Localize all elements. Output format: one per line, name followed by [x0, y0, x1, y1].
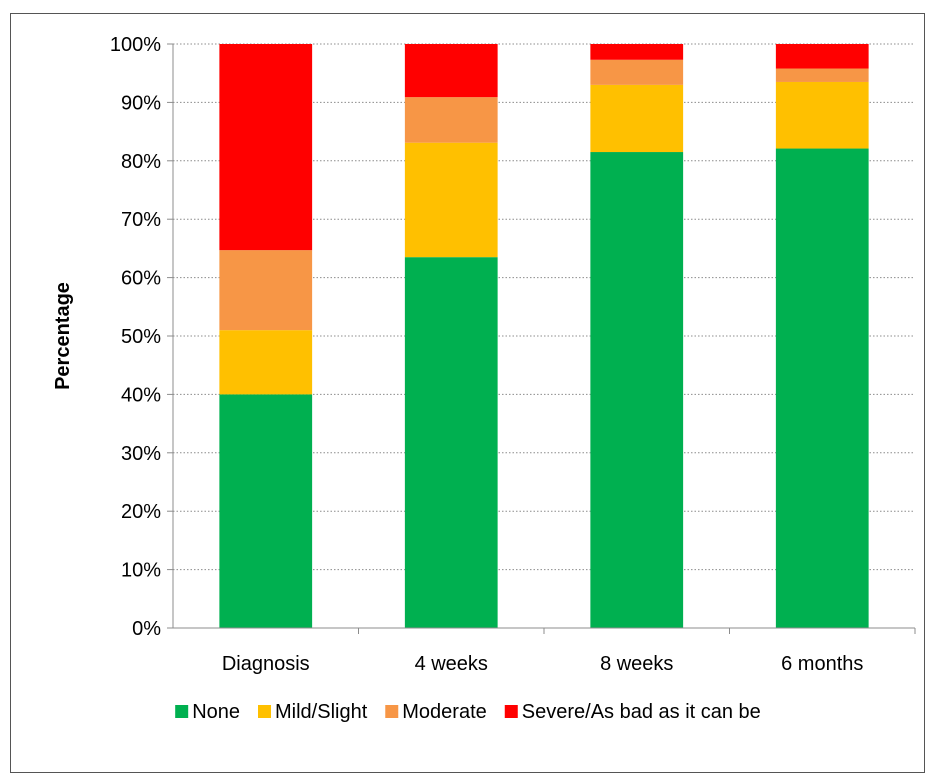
y-tick-label: 80% [121, 151, 161, 173]
y-tick-label: 30% [121, 443, 161, 465]
bar-diagnosis-moderate [219, 250, 313, 331]
bar-4-weeks-none [404, 257, 498, 628]
y-tick-label: 90% [121, 92, 161, 114]
axes: 0% 10% 20% 30% 40% 50% 60% 70% 80% 90% 100% Diagnos… [110, 34, 916, 675]
bar-8-weeks-moderate [590, 59, 684, 85]
bar-8-weeks-severe-as-bad-as-it-can-be [590, 44, 684, 60]
stacked-bar-chart: 0% 10% 20% 30% 40% 50% 60% 70% 80% 90% 100% Diagnos… [52, 34, 916, 723]
bar-4-weeks-moderate [404, 97, 498, 143]
bar-diagnosis-none [219, 394, 313, 628]
legend-item: Mild/Slight [258, 701, 368, 723]
legend-label: Mild/Slight [275, 701, 368, 723]
legend: None Mild/Slight Moderate Severe/As bad as … [175, 701, 761, 723]
bars [219, 44, 869, 629]
legend-label: Severe/As bad as it can be [522, 701, 761, 723]
y-tick-label: 20% [121, 501, 161, 523]
legend-item: Moderate [385, 701, 487, 723]
x-category-label: 6 months [781, 653, 863, 675]
bar-4-weeks-mild-slight [404, 142, 498, 258]
y-tick-label: 10% [121, 560, 161, 582]
legend-label: None [192, 701, 240, 723]
bar-6-months-mild-slight [775, 81, 869, 149]
y-axis-title: Percentage [52, 282, 74, 390]
bar-6-months-none [775, 148, 869, 628]
bar-4-weeks-severe-as-bad-as-it-can-be [404, 44, 498, 98]
x-category-label: 4 weeks [415, 653, 488, 675]
y-tick-label: 100% [110, 34, 161, 56]
x-category-label: Diagnosis [222, 653, 310, 675]
legend-swatch [385, 705, 399, 718]
y-tick-label: 0% [132, 618, 161, 640]
legend-swatch [504, 705, 518, 718]
y-tick-label: 40% [121, 384, 161, 406]
x-category-label: 8 weeks [600, 653, 673, 675]
legend-label: Moderate [402, 701, 487, 723]
y-tick-label: 60% [121, 268, 161, 290]
y-tick-label: 50% [121, 326, 161, 348]
legend-swatch [175, 705, 189, 718]
bar-diagnosis-severe-as-bad-as-it-can-be [219, 44, 313, 251]
bar-diagnosis-mild-slight [219, 330, 313, 395]
legend-item: Severe/As bad as it can be [504, 701, 761, 723]
legend-swatch [258, 705, 271, 718]
bar-8-weeks-mild-slight [590, 84, 684, 153]
legend-item: None [175, 701, 240, 723]
bar-6-months-severe-as-bad-as-it-can-be [775, 44, 869, 69]
y-tick-label: 70% [121, 209, 161, 231]
bar-6-months-moderate [775, 68, 869, 82]
bar-8-weeks-none [590, 152, 684, 629]
